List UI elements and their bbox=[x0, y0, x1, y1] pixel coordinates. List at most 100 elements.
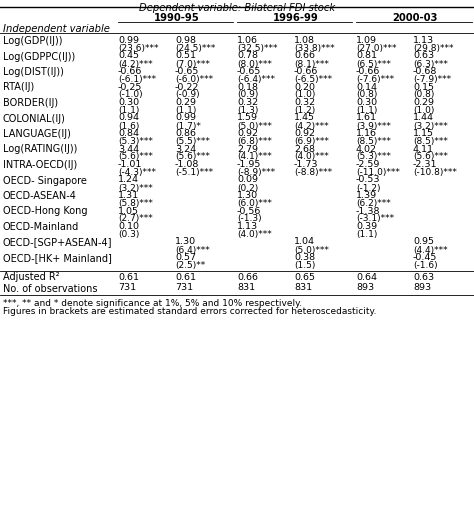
Text: OECD-[HK+ Mainland]: OECD-[HK+ Mainland] bbox=[3, 253, 112, 263]
Text: -1.73: -1.73 bbox=[294, 160, 319, 169]
Text: (-8.8)***: (-8.8)*** bbox=[294, 168, 332, 177]
Text: (5.6)***: (5.6)*** bbox=[118, 153, 153, 161]
Text: 0.18: 0.18 bbox=[237, 83, 258, 92]
Text: -1.95: -1.95 bbox=[237, 160, 261, 169]
Text: -2.59: -2.59 bbox=[356, 160, 380, 169]
Text: 1.06: 1.06 bbox=[237, 36, 258, 45]
Text: 4.02: 4.02 bbox=[356, 145, 377, 154]
Text: (-6.4)***: (-6.4)*** bbox=[237, 75, 275, 84]
Text: (6.8)***: (6.8)*** bbox=[237, 137, 272, 146]
Text: 0.20: 0.20 bbox=[294, 83, 315, 92]
Text: 0.99: 0.99 bbox=[175, 114, 196, 123]
Text: (5.3)***: (5.3)*** bbox=[356, 153, 391, 161]
Text: (6.2)***: (6.2)*** bbox=[356, 199, 391, 208]
Text: 1.39: 1.39 bbox=[356, 191, 377, 200]
Text: 0.57: 0.57 bbox=[175, 253, 196, 262]
Text: 2.79: 2.79 bbox=[237, 145, 258, 154]
Text: (0.9): (0.9) bbox=[237, 90, 258, 99]
Text: (4.4)***: (4.4)*** bbox=[413, 246, 447, 255]
Text: (3.2)***: (3.2)*** bbox=[118, 184, 153, 193]
Text: (1.1): (1.1) bbox=[356, 230, 377, 239]
Text: (5.0)***: (5.0)*** bbox=[294, 246, 329, 255]
Text: 0.64: 0.64 bbox=[356, 272, 377, 281]
Text: (-6.0)***: (-6.0)*** bbox=[175, 75, 213, 84]
Text: (-6.5)***: (-6.5)*** bbox=[294, 75, 332, 84]
Text: -0.53: -0.53 bbox=[356, 176, 381, 185]
Text: (1.3): (1.3) bbox=[237, 106, 258, 115]
Text: 1.09: 1.09 bbox=[356, 36, 377, 45]
Text: (1.1): (1.1) bbox=[118, 106, 139, 115]
Text: 0.09: 0.09 bbox=[237, 176, 258, 185]
Text: Dependent variable: Bilateral FDI stock: Dependent variable: Bilateral FDI stock bbox=[139, 3, 335, 13]
Text: OECD-Mainland: OECD-Mainland bbox=[3, 222, 79, 232]
Text: (32.5)***: (32.5)*** bbox=[237, 44, 277, 53]
Text: 1.59: 1.59 bbox=[237, 114, 258, 123]
Text: (1.6): (1.6) bbox=[118, 122, 139, 130]
Text: (5.0)***: (5.0)*** bbox=[237, 122, 272, 130]
Text: 1.13: 1.13 bbox=[413, 36, 434, 45]
Text: 0.30: 0.30 bbox=[118, 98, 139, 107]
Text: 0.94: 0.94 bbox=[118, 114, 139, 123]
Text: 3.44: 3.44 bbox=[118, 145, 139, 154]
Text: (-11.0)***: (-11.0)*** bbox=[356, 168, 400, 177]
Text: No. of observations: No. of observations bbox=[3, 284, 98, 294]
Text: 4.11: 4.11 bbox=[413, 145, 434, 154]
Text: 2.68: 2.68 bbox=[294, 145, 315, 154]
Text: 1.15: 1.15 bbox=[413, 129, 434, 138]
Text: (5.8)***: (5.8)*** bbox=[118, 199, 153, 208]
Text: 3.24: 3.24 bbox=[175, 145, 196, 154]
Text: -0.66: -0.66 bbox=[356, 67, 380, 76]
Text: 1.44: 1.44 bbox=[413, 114, 434, 123]
Text: 0.30: 0.30 bbox=[356, 98, 377, 107]
Text: -1.01: -1.01 bbox=[118, 160, 142, 169]
Text: (-7.9)***: (-7.9)*** bbox=[413, 75, 451, 84]
Text: RTA(IJ): RTA(IJ) bbox=[3, 83, 34, 93]
Text: -0.25: -0.25 bbox=[118, 83, 142, 92]
Text: (-1.0): (-1.0) bbox=[118, 90, 143, 99]
Text: (8.1)***: (8.1)*** bbox=[294, 59, 329, 68]
Text: (-1.3): (-1.3) bbox=[237, 215, 262, 224]
Text: 0.92: 0.92 bbox=[237, 129, 258, 138]
Text: 0.66: 0.66 bbox=[294, 52, 315, 60]
Text: (33.8)***: (33.8)*** bbox=[294, 44, 335, 53]
Text: (0.8): (0.8) bbox=[413, 90, 434, 99]
Text: (27.0)***: (27.0)*** bbox=[356, 44, 396, 53]
Text: 1.08: 1.08 bbox=[294, 36, 315, 45]
Text: 0.66: 0.66 bbox=[237, 272, 258, 281]
Text: 0.51: 0.51 bbox=[175, 52, 196, 60]
Text: OECD-ASEAN-4: OECD-ASEAN-4 bbox=[3, 191, 77, 201]
Text: 1.13: 1.13 bbox=[237, 222, 258, 231]
Text: (-1.6): (-1.6) bbox=[413, 261, 438, 270]
Text: COLONIAL(IJ): COLONIAL(IJ) bbox=[3, 114, 66, 124]
Text: 893: 893 bbox=[413, 284, 431, 292]
Text: (8.5)***: (8.5)*** bbox=[356, 137, 391, 146]
Text: (4.2)***: (4.2)*** bbox=[118, 59, 153, 68]
Text: (4.1)***: (4.1)*** bbox=[237, 153, 272, 161]
Text: (2.5)**: (2.5)** bbox=[175, 261, 205, 270]
Text: 1.61: 1.61 bbox=[356, 114, 377, 123]
Text: 0.61: 0.61 bbox=[175, 272, 196, 281]
Text: LANGUAGE(IJ): LANGUAGE(IJ) bbox=[3, 129, 71, 139]
Text: 0.38: 0.38 bbox=[294, 253, 315, 262]
Text: -0.65: -0.65 bbox=[237, 67, 261, 76]
Text: 1996-99: 1996-99 bbox=[273, 13, 319, 23]
Text: (8.5)***: (8.5)*** bbox=[413, 137, 448, 146]
Text: -0.66: -0.66 bbox=[118, 67, 142, 76]
Text: (6.0)***: (6.0)*** bbox=[237, 199, 272, 208]
Text: 1.45: 1.45 bbox=[294, 114, 315, 123]
Text: (5.6)***: (5.6)*** bbox=[413, 153, 448, 161]
Text: -1.38: -1.38 bbox=[356, 207, 381, 216]
Text: Log(GDPPC(IJ)): Log(GDPPC(IJ)) bbox=[3, 52, 75, 62]
Text: -2.31: -2.31 bbox=[413, 160, 438, 169]
Text: 1990-95: 1990-95 bbox=[154, 13, 200, 23]
Text: 1.05: 1.05 bbox=[118, 207, 139, 216]
Text: (-0.9): (-0.9) bbox=[175, 90, 200, 99]
Text: 0.65: 0.65 bbox=[294, 272, 315, 281]
Text: 0.32: 0.32 bbox=[294, 98, 315, 107]
Text: -0.45: -0.45 bbox=[413, 253, 438, 262]
Text: 831: 831 bbox=[294, 284, 312, 292]
Text: 0.29: 0.29 bbox=[413, 98, 434, 107]
Text: (1.5): (1.5) bbox=[294, 261, 315, 270]
Text: 0.32: 0.32 bbox=[237, 98, 258, 107]
Text: 731: 731 bbox=[175, 284, 193, 292]
